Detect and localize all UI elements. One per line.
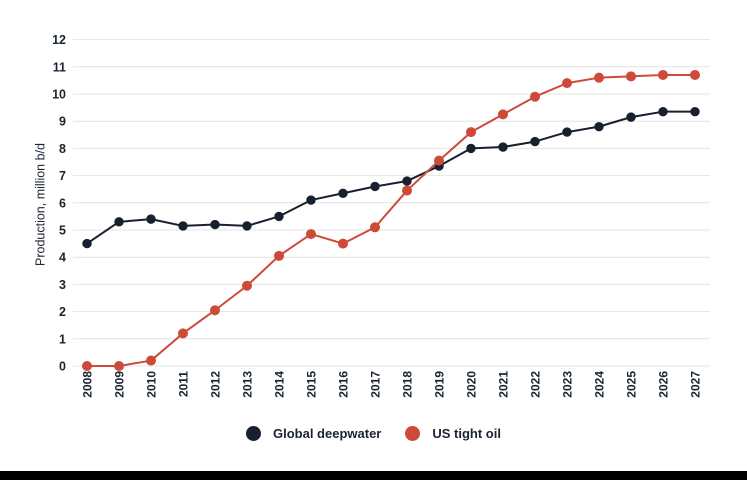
data-point-us-tight-oil-2019 (434, 155, 444, 166)
data-point-global-deepwater-2013 (242, 221, 252, 231)
x-tick-label-2008: 2008 (81, 371, 95, 398)
x-tick-label-2021: 2021 (497, 371, 511, 398)
data-point-us-tight-oil-2009 (114, 361, 124, 371)
y-tick-label-6: 6 (59, 196, 66, 210)
y-tick-label-12: 12 (52, 33, 66, 47)
series-line-global-deepwater (86, 110, 696, 245)
data-point-us-tight-oil-2023 (562, 78, 572, 89)
y-tick-label-2: 2 (59, 305, 66, 319)
data-point-global-deepwater-2020 (466, 143, 476, 154)
data-point-us-tight-oil-2010 (146, 355, 156, 366)
data-point-us-tight-oil-2008 (82, 361, 92, 371)
y-tick-label-3: 3 (59, 278, 66, 292)
data-point-global-deepwater-2015 (306, 195, 316, 205)
data-point-us-tight-oil-2014 (274, 250, 284, 261)
data-point-global-deepwater-2009 (114, 217, 124, 227)
x-tick-label-2009: 2009 (113, 371, 127, 398)
data-point-global-deepwater-2021 (498, 142, 508, 152)
legend-item-global-deepwater: Global deepwater (246, 426, 381, 441)
data-point-us-tight-oil-2021 (498, 109, 508, 120)
x-tick-label-2016: 2016 (337, 371, 351, 398)
data-point-global-deepwater-2011 (178, 221, 188, 231)
y-tick-label-11: 11 (53, 60, 66, 74)
data-point-us-tight-oil-2012 (210, 305, 220, 316)
x-tick-label-2022: 2022 (529, 371, 543, 398)
data-point-global-deepwater-2008 (82, 238, 92, 249)
x-tick-label-2018: 2018 (401, 371, 415, 398)
data-point-us-tight-oil-2022 (530, 91, 540, 102)
x-tick-label-2027: 2027 (689, 371, 703, 398)
data-point-us-tight-oil-2011 (178, 328, 188, 339)
y-tick-label-0: 0 (59, 360, 66, 374)
y-tick-label-10: 10 (52, 88, 66, 102)
legend-label-us-tight-oil: US tight oil (432, 426, 501, 441)
y-tick-label-7: 7 (59, 169, 66, 183)
data-point-us-tight-oil-2013 (242, 280, 252, 291)
x-tick-label-2024: 2024 (593, 371, 607, 398)
data-point-global-deepwater-2023 (562, 127, 572, 137)
bottom-black-bar (0, 471, 747, 480)
data-point-global-deepwater-2016 (338, 188, 348, 198)
x-tick-label-2011: 2011 (177, 371, 191, 397)
legend-item-us-tight-oil: US tight oil (405, 426, 501, 441)
data-point-global-deepwater-2010 (146, 214, 156, 224)
x-tick-label-2014: 2014 (273, 371, 287, 398)
data-point-global-deepwater-2014 (274, 211, 284, 222)
x-tick-label-2013: 2013 (241, 371, 255, 398)
data-point-global-deepwater-2026 (658, 106, 668, 117)
x-tick-label-2020: 2020 (465, 371, 479, 398)
data-point-global-deepwater-2012 (210, 219, 220, 230)
y-tick-label-8: 8 (59, 142, 66, 156)
data-point-us-tight-oil-2025 (626, 71, 636, 82)
data-point-us-tight-oil-2018 (402, 185, 412, 196)
x-tick-label-2017: 2017 (369, 371, 383, 398)
legend-marker-global-deepwater (246, 426, 261, 441)
x-tick-label-2012: 2012 (209, 371, 223, 398)
chart-legend: Global deepwater US tight oil (0, 426, 747, 441)
data-point-global-deepwater-2027 (690, 106, 700, 117)
x-tick-label-2023: 2023 (561, 371, 575, 398)
data-point-us-tight-oil-2020 (466, 127, 476, 138)
x-tick-label-2015: 2015 (305, 371, 319, 398)
x-tick-label-2025: 2025 (625, 371, 639, 398)
data-point-global-deepwater-2025 (626, 112, 636, 122)
x-tick-label-2010: 2010 (145, 371, 159, 398)
legend-marker-us-tight-oil (405, 426, 421, 441)
y-tick-label-9: 9 (59, 115, 66, 129)
data-point-us-tight-oil-2024 (594, 72, 604, 83)
data-point-global-deepwater-2022 (530, 136, 540, 147)
y-tick-label-5: 5 (59, 224, 66, 238)
legend-label-global-deepwater: Global deepwater (273, 426, 382, 441)
data-point-global-deepwater-2024 (594, 121, 604, 132)
y-tick-label-4: 4 (59, 251, 66, 265)
data-point-global-deepwater-2017 (370, 181, 380, 192)
x-tick-label-2026: 2026 (657, 371, 671, 398)
y-axis-title: Production, million b/d (33, 143, 48, 266)
data-point-us-tight-oil-2026 (658, 69, 668, 80)
data-point-global-deepwater-2018 (402, 176, 412, 186)
data-point-us-tight-oil-2017 (370, 222, 380, 233)
data-point-us-tight-oil-2016 (338, 238, 348, 249)
series-line-us-tight-oil (86, 73, 696, 367)
data-point-us-tight-oil-2027 (690, 69, 700, 80)
x-tick-label-2019: 2019 (433, 371, 447, 398)
data-point-us-tight-oil-2015 (306, 229, 316, 240)
y-tick-label-1: 1 (59, 332, 66, 346)
